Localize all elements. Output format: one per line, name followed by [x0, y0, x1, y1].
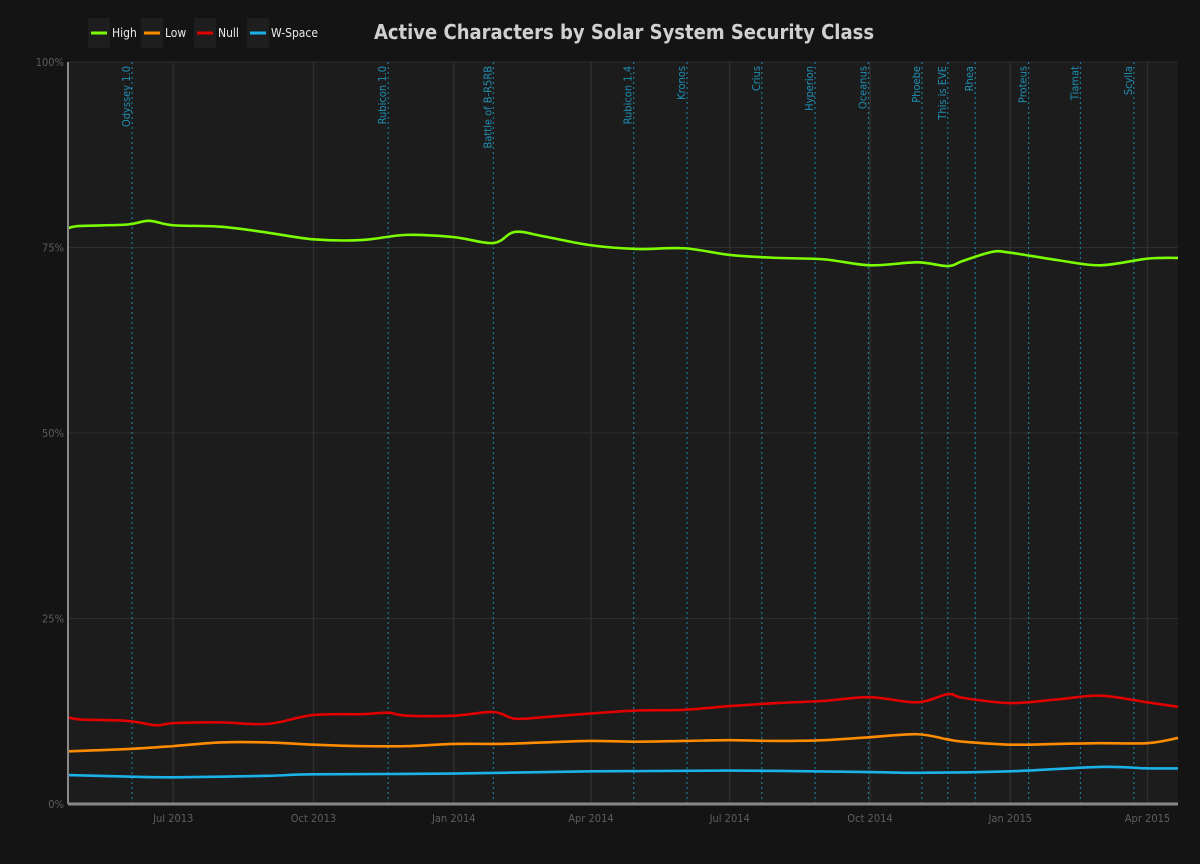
- series-line-w-space: [67, 765, 1179, 779]
- series-line-null: [67, 692, 1179, 727]
- chart-title: Active Characters by Solar System Securi…: [374, 20, 874, 44]
- release-marker-label: Oceanus: [856, 66, 869, 109]
- y-tick-label: 50%: [42, 427, 64, 440]
- series-line-high: [67, 219, 1179, 268]
- legend-label: Null: [218, 26, 239, 40]
- release-marker-label: Battle of B-R5RB: [481, 66, 494, 149]
- legend-label: High: [112, 26, 137, 40]
- x-tick-label: Jul 2014: [709, 812, 750, 825]
- release-marker-label: Scylla: [1122, 66, 1135, 95]
- release-marker-label: Rhea: [963, 66, 976, 91]
- series-line-low: [67, 732, 1179, 753]
- y-tick-label: 25%: [42, 613, 64, 626]
- release-marker-label: Kronos: [675, 66, 688, 100]
- release-marker-label: Rubicon 1.0: [376, 66, 389, 124]
- x-tick-label: Oct 2013: [291, 812, 336, 825]
- release-marker-label: Crius: [750, 66, 763, 91]
- y-tick-label: 75%: [42, 242, 64, 255]
- x-tick-label: Oct 2014: [847, 812, 892, 825]
- legend-label: W-Space: [271, 26, 318, 40]
- x-tick-label: Jul 2013: [152, 812, 193, 825]
- y-tick-label: 100%: [36, 56, 64, 69]
- release-marker-label: Tiamat: [1068, 66, 1081, 101]
- release-marker-label: This is EVE: [936, 66, 949, 121]
- x-tick-label: Apr 2014: [568, 812, 613, 825]
- y-tick-label: 0%: [48, 798, 64, 811]
- release-marker-label: Rubicon 1.4: [622, 66, 635, 124]
- release-marker-label: Odyssey 1.0: [120, 66, 133, 127]
- legend: High Low Null W-Space: [88, 18, 318, 48]
- x-tick-label: Apr 2015: [1125, 812, 1170, 825]
- x-tick-label: Jan 2014: [431, 812, 476, 825]
- x-tick-label: Jan 2015: [987, 812, 1032, 825]
- release-marker-label: Phoebe: [910, 66, 923, 103]
- legend-label: Low: [165, 26, 186, 40]
- release-marker-label: Hyperion: [803, 66, 816, 111]
- release-marker-label: Proteus: [1017, 66, 1030, 103]
